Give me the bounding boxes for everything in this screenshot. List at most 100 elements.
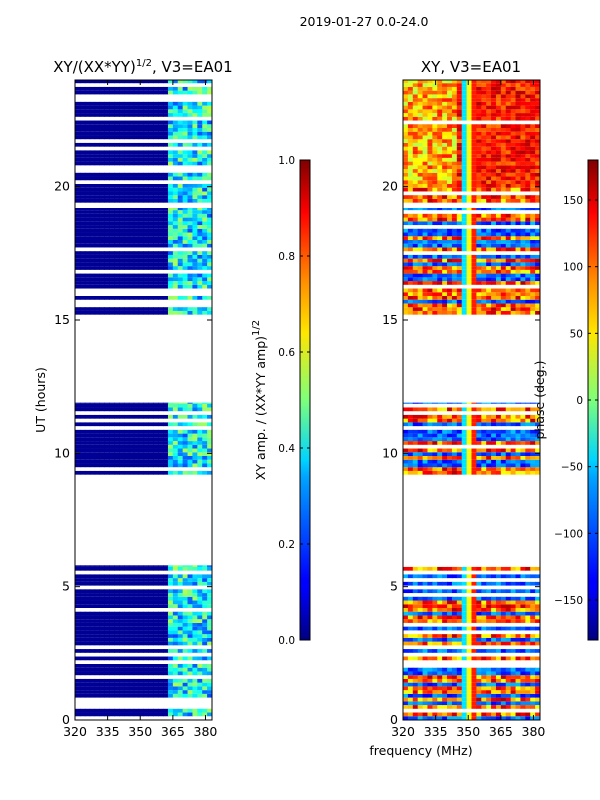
heatmap-cell [525,232,531,237]
heatmap-cell [138,407,145,412]
heatmap-cell [187,80,194,84]
heatmap-cell [104,176,110,181]
heatmap-cell [182,184,189,188]
heatmap-cell [466,615,473,620]
heatmap-cell [192,641,198,646]
heatmap-cell [172,637,179,642]
heatmap-cell [172,90,179,95]
heatmap-cell [403,154,409,158]
heatmap-cell [197,456,203,460]
heatmap-cell [123,307,130,311]
heatmap-cell [476,596,482,601]
heatmap-cell [75,463,81,468]
heatmap-cell [79,198,86,203]
heatmap-cell [461,422,468,427]
heatmap-cell [163,437,169,442]
heatmap-cell [99,187,105,192]
heatmap-cell [407,169,414,173]
heatmap-cell [207,307,212,311]
heatmap-cell [202,664,208,668]
heatmap-cell [133,228,140,233]
heatmap-cell [491,637,497,642]
heatmap-cell [94,452,101,456]
heatmap-cell [476,288,482,293]
heatmap-cell [461,184,468,188]
heatmap-cell [427,581,433,586]
heatmap-cell [133,243,140,248]
heatmap-cell [510,641,517,646]
heatmap-cell [466,402,473,404]
heatmap-cell [158,296,164,300]
heatmap-cell [143,109,149,114]
heatmap-cell [456,299,463,304]
heatmap-cell [403,686,409,691]
heatmap-cell [158,463,164,468]
heatmap-cell [128,120,135,125]
heatmap-cell [403,422,409,427]
heatmap-cell [427,236,433,240]
heatmap-cell [412,566,419,571]
heatmap-cell [456,682,463,687]
heatmap-cell [510,288,517,293]
heatmap-cell [486,596,492,601]
heatmap-cell [403,243,409,248]
heatmap-cell [99,407,105,412]
heatmap-cell [167,615,174,620]
heatmap-cell [500,596,507,601]
heatmap-cell [177,131,184,136]
heatmap-cell [520,626,526,631]
heatmap-cell [471,296,477,300]
heatmap-cell [491,604,497,608]
heatmap-cell [197,101,203,106]
heatmap-cell [451,682,458,687]
heatmap-cell [119,634,125,638]
heatmap-cell [158,221,164,226]
heatmap-cell [442,716,448,720]
heatmap-cell [403,637,409,642]
heatmap-cell [451,437,458,442]
heatmap-cell [128,589,135,594]
heatmap-cell [158,611,164,616]
heatmap-cell [109,708,115,713]
heatmap-cell [197,142,203,147]
heatmap-cell [535,470,540,475]
heatmap-cell [89,109,96,114]
heatmap-cell [133,124,140,128]
heatmap-cell [89,448,96,453]
heatmap-cell [505,172,512,177]
heatmap-cell [172,622,179,627]
heatmap-cell [407,470,414,475]
heatmap-cell [123,667,130,672]
heatmap-cell [525,716,531,720]
heatmap-cell [530,656,536,661]
heatmap-cell [94,566,101,571]
heatmap-cell [510,414,517,419]
heatmap-cell [417,619,424,623]
heatmap-cell [138,626,145,631]
heatmap-cell [442,269,448,274]
heatmap-cell [187,109,194,114]
heatmap-cell [79,649,86,653]
heatmap-cell [187,634,194,638]
heatmap-cell [207,611,212,616]
heatmap-cell [500,243,507,248]
heatmap-cell [94,150,101,155]
heatmap-cell [427,619,433,623]
heatmap-cell [471,281,477,285]
heatmap-cell [167,296,174,300]
heatmap-cell [510,712,517,717]
heatmap-cell [128,649,135,653]
heatmap-cell [79,120,86,125]
heatmap-cell [75,596,81,601]
heatmap-cell [172,574,179,579]
heatmap-cell [182,708,189,713]
heatmap-cell [153,686,159,691]
heatmap-cell [500,165,507,170]
heatmap-cell [197,649,203,653]
amplitude-colorbar [299,159,311,641]
heatmap-cell [138,254,145,259]
heatmap-cell [407,634,414,638]
heatmap-cell [442,288,448,293]
heatmap-cell [422,273,429,278]
heatmap-cell [442,667,448,672]
